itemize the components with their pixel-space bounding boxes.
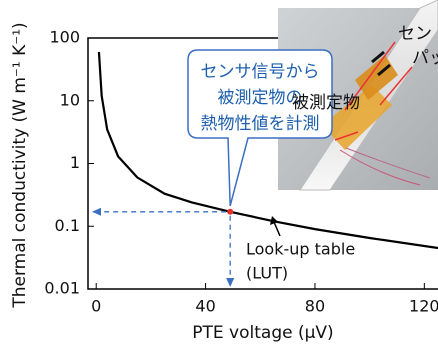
y-tick-label: 0.01 bbox=[44, 279, 80, 298]
arrowhead bbox=[226, 278, 234, 287]
callout-text: 被測定物の bbox=[218, 88, 303, 108]
y-axis-label: Thermal conductivity (W m⁻¹ K⁻¹) bbox=[10, 22, 30, 308]
callout-text: センサ信号から bbox=[201, 62, 320, 82]
x-tick-label: 40 bbox=[195, 297, 215, 316]
y-tick-label: 100 bbox=[49, 28, 80, 47]
lut-label: (LUT) bbox=[246, 264, 288, 283]
highlight-point bbox=[227, 209, 233, 215]
callout-text: 熱物性値を計測 bbox=[201, 114, 320, 134]
photo-label: 被測定物 bbox=[292, 93, 360, 113]
photo-label: パッ bbox=[412, 48, 438, 68]
chart: 100 10 1 0.1 0.01 0 40 80 120 PTE voltage (μV) The… bbox=[0, 0, 438, 345]
x-tick-label: 120 bbox=[409, 297, 438, 316]
x-axis-label: PTE voltage (μV) bbox=[192, 323, 333, 343]
y-tick-label: 10 bbox=[60, 90, 80, 109]
y-tick-label: 1 bbox=[70, 153, 80, 172]
x-tick-label: 80 bbox=[305, 297, 325, 316]
lut-arrow bbox=[274, 222, 280, 236]
photo-label: セン bbox=[398, 24, 432, 44]
x-tick-label: 0 bbox=[91, 297, 101, 316]
lut-label: Look-up table bbox=[246, 240, 355, 259]
y-tick-label: 0.1 bbox=[55, 216, 80, 235]
arrowhead bbox=[92, 208, 101, 216]
